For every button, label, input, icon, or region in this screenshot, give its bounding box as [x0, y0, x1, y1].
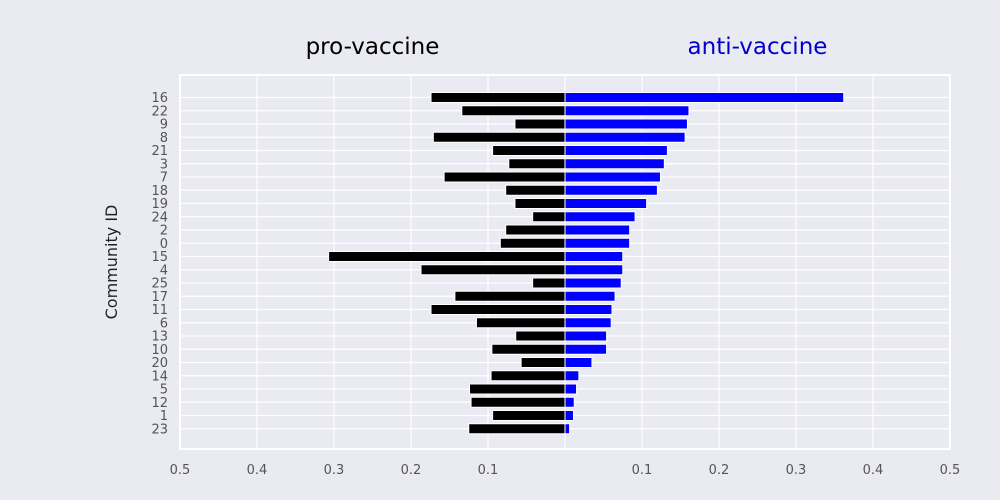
bar-anti-vaccine: [564, 290, 616, 302]
bar-pro-vaccine: [468, 423, 566, 435]
y-tick-label: 18: [151, 184, 168, 199]
bar-pro-vaccine: [328, 251, 566, 262]
bar-pro-vaccine: [505, 184, 566, 196]
bar-anti-vaccine: [564, 304, 613, 315]
x-tick-label: 0.3: [324, 463, 345, 478]
bar-pro-vaccine: [475, 317, 566, 329]
bar-anti-vaccine: [564, 237, 631, 249]
y-tick-label: 24: [151, 210, 168, 225]
bar-anti-vaccine: [564, 357, 593, 368]
bar-pro-vaccine: [499, 237, 566, 249]
bar-anti-vaccine: [564, 383, 578, 395]
y-tick-label: 12: [151, 396, 168, 411]
bar-anti-vaccine: [564, 423, 571, 435]
y-tick-label: 10: [151, 343, 168, 358]
x-tick-label: 0.4: [863, 463, 884, 478]
bar-anti-vaccine: [564, 105, 690, 117]
x-tick-label: 0.5: [940, 463, 961, 478]
left-panel-title: pro-vaccine: [306, 34, 440, 60]
bar-pro-vaccine: [515, 330, 566, 342]
bar-anti-vaccine: [564, 198, 648, 209]
x-tick-label: 0.5: [170, 463, 191, 478]
y-tick-label: 0: [160, 237, 168, 252]
bar-anti-vaccine: [564, 343, 608, 355]
bar-pro-vaccine: [532, 211, 566, 223]
bar-anti-vaccine: [564, 145, 668, 156]
x-tick-label: 0.2: [401, 463, 422, 478]
y-tick-label: 15: [151, 250, 168, 265]
y-tick-label: 11: [151, 303, 168, 318]
bar-pro-vaccine: [454, 290, 566, 302]
y-tick-label: 19: [151, 197, 168, 212]
y-tick-label: 16: [151, 91, 168, 106]
x-tick-label: 0.4: [247, 463, 268, 478]
bar-pro-vaccine: [430, 304, 566, 315]
bar-anti-vaccine: [564, 396, 575, 408]
y-tick-label: 5: [160, 383, 168, 398]
y-tick-label: 1: [160, 409, 168, 424]
y-tick-label: 9: [160, 118, 168, 133]
y-tick-label: 8: [160, 131, 168, 146]
bar-anti-vaccine: [564, 184, 658, 196]
bar-anti-vaccine: [564, 171, 661, 183]
y-axis-title: Community ID: [102, 205, 121, 320]
bar-anti-vaccine: [564, 264, 624, 276]
bar-pro-vaccine: [491, 343, 566, 355]
bar-anti-vaccine: [564, 131, 686, 143]
y-tick-label: 7: [160, 171, 168, 186]
bar-anti-vaccine: [564, 211, 636, 223]
bar-anti-vaccine: [564, 251, 624, 262]
bar-pro-vaccine: [514, 198, 566, 209]
bar-anti-vaccine: [564, 370, 580, 382]
bar-anti-vaccine: [564, 92, 845, 103]
bar-pro-vaccine: [430, 92, 566, 103]
bar-pro-vaccine: [490, 370, 566, 382]
bar-pro-vaccine: [461, 105, 566, 117]
y-tick-label: 17: [151, 290, 168, 305]
bar-anti-vaccine: [564, 118, 688, 130]
y-tick-label: 13: [151, 330, 168, 345]
x-tick-label: 0.1: [478, 463, 499, 478]
y-tick-label: 3: [160, 157, 168, 172]
bar-pro-vaccine: [514, 118, 566, 130]
x-tick-label: 0.3: [786, 463, 807, 478]
bar-anti-vaccine: [564, 410, 574, 421]
y-tick-label: 22: [151, 104, 168, 119]
y-tick-label: 2: [160, 224, 168, 239]
right-panel-title: anti-vaccine: [688, 34, 828, 60]
y-tick-label: 4: [160, 263, 168, 278]
bar-pro-vaccine: [443, 171, 566, 183]
y-tick-label: 6: [160, 316, 168, 331]
bars: [328, 92, 845, 435]
bar-pro-vaccine: [469, 383, 566, 395]
bar-pro-vaccine: [492, 410, 566, 421]
y-tick-label: 23: [151, 422, 168, 437]
y-tick-label: 20: [151, 356, 168, 371]
bar-pro-vaccine: [420, 264, 566, 276]
bar-pro-vaccine: [432, 131, 566, 143]
bar-pro-vaccine: [505, 224, 566, 236]
y-tick-label: 14: [151, 369, 168, 384]
bar-anti-vaccine: [564, 317, 612, 329]
y-tick-label: 21: [151, 144, 168, 159]
x-tick-label: 0.1: [632, 463, 653, 478]
bar-pro-vaccine: [508, 158, 566, 170]
bar-pro-vaccine: [520, 357, 566, 368]
bar-anti-vaccine: [564, 330, 608, 342]
bar-pro-vaccine: [532, 277, 566, 289]
bar-anti-vaccine: [564, 158, 665, 170]
x-tick-labels: 0.5 0.4 0.3 0.2 0.1 0.1 0.2 0.3 0.4 0.5: [170, 463, 961, 478]
bar-pro-vaccine: [470, 396, 566, 408]
y-tick-labels: 1622982137181924201542517116131020145121…: [151, 91, 168, 437]
bar-pro-vaccine: [492, 145, 566, 156]
bar-anti-vaccine: [564, 224, 631, 236]
x-tick-label: 0.2: [709, 463, 730, 478]
bar-anti-vaccine: [564, 277, 622, 289]
y-tick-label: 25: [151, 277, 168, 292]
